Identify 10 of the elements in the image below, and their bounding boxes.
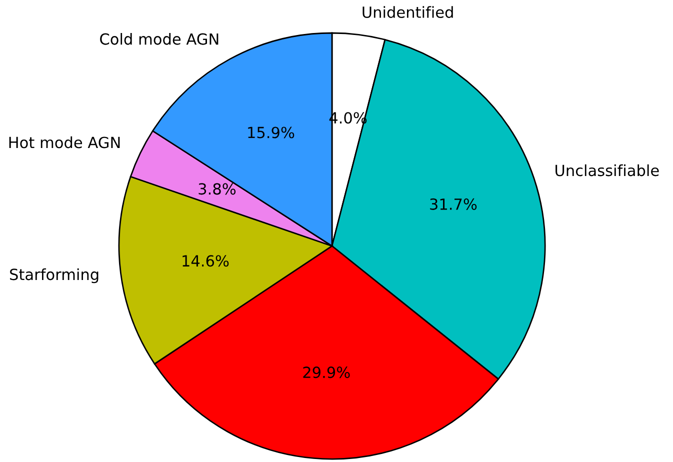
slice-label: Cold mode AGN [100, 32, 218, 45]
slice-label: Unclassifiable [556, 164, 659, 176]
slice-label: Starforming [10, 268, 98, 284]
data-label: 14.6% [182, 255, 229, 267]
slice-label: Unidentified [362, 6, 453, 18]
slice-label: Hot mode AGN [9, 136, 120, 148]
data-label: 29.9% [303, 366, 350, 378]
data-label: 15.9% [248, 126, 294, 138]
data-label: 31.7% [430, 198, 477, 210]
data-label: 3.8% [198, 183, 236, 195]
